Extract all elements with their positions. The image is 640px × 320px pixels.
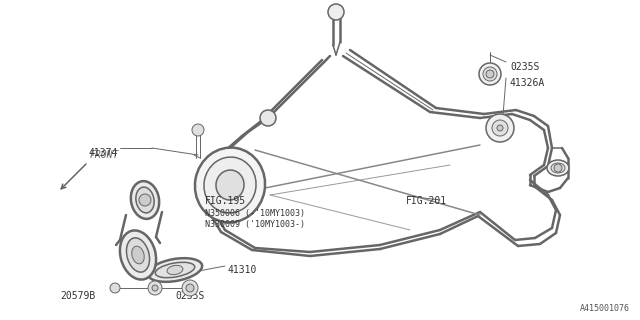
Circle shape (182, 280, 198, 296)
Circle shape (139, 194, 151, 206)
Ellipse shape (131, 181, 159, 219)
Ellipse shape (132, 246, 144, 264)
Ellipse shape (136, 187, 154, 213)
Ellipse shape (216, 170, 244, 200)
Circle shape (486, 70, 494, 78)
Circle shape (186, 284, 194, 292)
Ellipse shape (551, 163, 565, 173)
Text: N350006 (-'10MY1003): N350006 (-'10MY1003) (205, 209, 305, 218)
Ellipse shape (479, 63, 501, 85)
Text: FIG.201: FIG.201 (406, 196, 447, 206)
Ellipse shape (167, 265, 183, 275)
Circle shape (497, 125, 503, 131)
Text: N330009 ('10MY1003-): N330009 ('10MY1003-) (205, 220, 305, 229)
Circle shape (110, 283, 120, 293)
Circle shape (492, 120, 508, 136)
Circle shape (148, 281, 162, 295)
Circle shape (260, 110, 276, 126)
Circle shape (328, 4, 344, 20)
Text: 41374: 41374 (88, 148, 118, 158)
Text: 41326A: 41326A (510, 78, 545, 88)
Ellipse shape (156, 262, 195, 278)
Ellipse shape (483, 67, 497, 81)
Text: A415001076: A415001076 (580, 304, 630, 313)
Circle shape (152, 285, 158, 291)
Ellipse shape (547, 160, 569, 176)
Text: FRONT: FRONT (90, 150, 120, 160)
Text: 0235S: 0235S (175, 291, 204, 301)
Circle shape (192, 124, 204, 136)
Ellipse shape (204, 157, 256, 213)
Ellipse shape (127, 238, 150, 272)
Text: 41310: 41310 (228, 265, 257, 275)
Text: 20579B: 20579B (60, 291, 95, 301)
Ellipse shape (195, 148, 265, 222)
Text: 0235S: 0235S (510, 62, 540, 72)
Text: FIG.195: FIG.195 (205, 196, 246, 206)
Circle shape (486, 114, 514, 142)
Ellipse shape (120, 230, 156, 280)
Circle shape (554, 164, 562, 172)
Ellipse shape (148, 258, 202, 282)
